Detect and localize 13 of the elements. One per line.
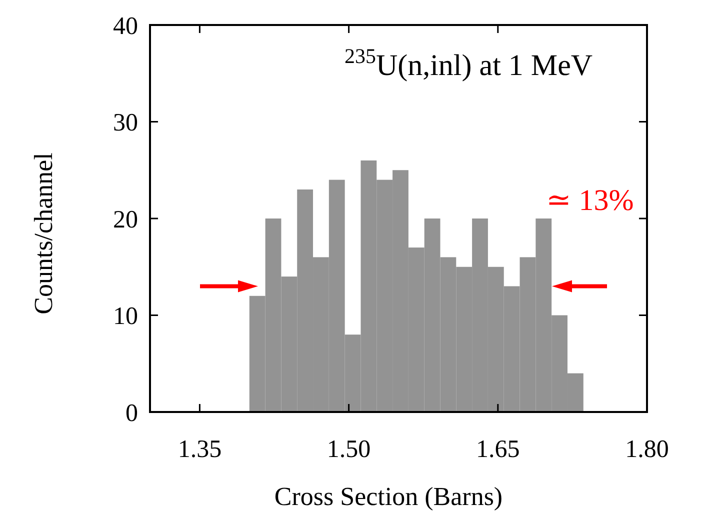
y-tick-label: 0	[126, 400, 138, 427]
x-tick-label: 1.50	[326, 436, 371, 463]
y-tick-label: 30	[113, 110, 138, 136]
y-tick-label: 10	[113, 303, 138, 330]
annotation: ≃ 13%	[546, 184, 634, 217]
x-axis-title: Cross Section (Barns)	[274, 482, 503, 511]
x-tick-label: 1.35	[178, 436, 222, 463]
x-tick-label: 1.65	[476, 436, 520, 463]
y-tick-label: 40	[113, 12, 138, 40]
y-axis-title: Counts/channel	[29, 152, 58, 314]
text: $^{235}$U(n,inl) at 1 MeV	[344, 44, 593, 82]
y-tick-label: 20	[113, 206, 138, 234]
x-tick-label: 1.80	[625, 436, 669, 463]
